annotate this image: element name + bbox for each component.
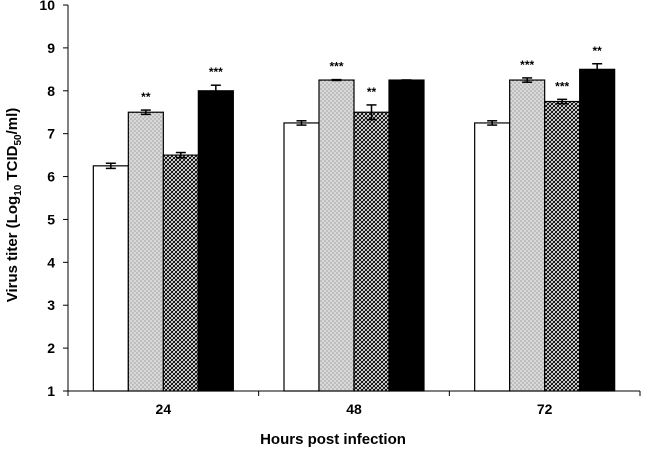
y-tick-label: 7 [47,126,55,142]
significance-label: ** [141,90,151,104]
x-axis-title: Hours post infection [260,431,406,448]
error-bar [592,63,603,76]
bar-white-48 [283,122,320,392]
y-tick-label: 5 [47,211,55,227]
significance-label: *** [329,60,343,74]
bar-dotted-48 [318,79,355,392]
bar-hatched-48 [353,111,390,392]
significance-labels: ***** ************* [141,44,602,104]
bar-black-72 [579,68,616,392]
bar-dotted-24 [127,111,164,392]
x-axis-ticks: 24 48 72 [67,391,641,417]
y-tick-label: 10 [39,0,55,13]
error-bar [105,162,116,170]
bar-dotted-72 [509,79,546,392]
significance-label: ** [592,44,602,58]
bar-hatched-72 [544,100,581,392]
significance-label: *** [555,79,569,93]
bar-black-48 [388,79,425,392]
significance-label: ** [367,85,377,99]
error-bar [557,98,568,105]
significance-label: *** [520,58,534,72]
y-tick-label: 2 [47,340,55,356]
y-axis-title: Virus titer (Log10 TCID50/ml) [4,108,24,303]
bar-white-72 [474,122,511,392]
y-tick-label: 1 [47,383,55,399]
error-bar [522,77,533,83]
bar-white-24 [92,165,129,392]
y-tick-label: 6 [47,169,55,185]
bar-hatched-24 [162,154,199,392]
error-bar [175,151,186,159]
y-tick-label: 8 [47,83,55,99]
error-bar [331,78,342,82]
bar-black-24 [197,90,234,392]
y-axis-ticks: 1 2 3 4 5 6 7 8 9 10 [39,0,68,399]
significance-label: *** [209,65,223,79]
y-tick-label: 4 [47,254,55,270]
error-bar [296,120,307,126]
error-bar [487,120,498,126]
x-tick-label: 72 [537,401,553,417]
error-bar [140,109,151,116]
bar-series-group [92,63,616,392]
error-bar [210,84,221,98]
y-tick-label: 3 [47,297,55,313]
error-bar [366,104,377,121]
x-tick-label: 24 [156,401,172,417]
y-tick-label: 9 [47,40,55,56]
x-tick-label: 48 [346,401,362,417]
